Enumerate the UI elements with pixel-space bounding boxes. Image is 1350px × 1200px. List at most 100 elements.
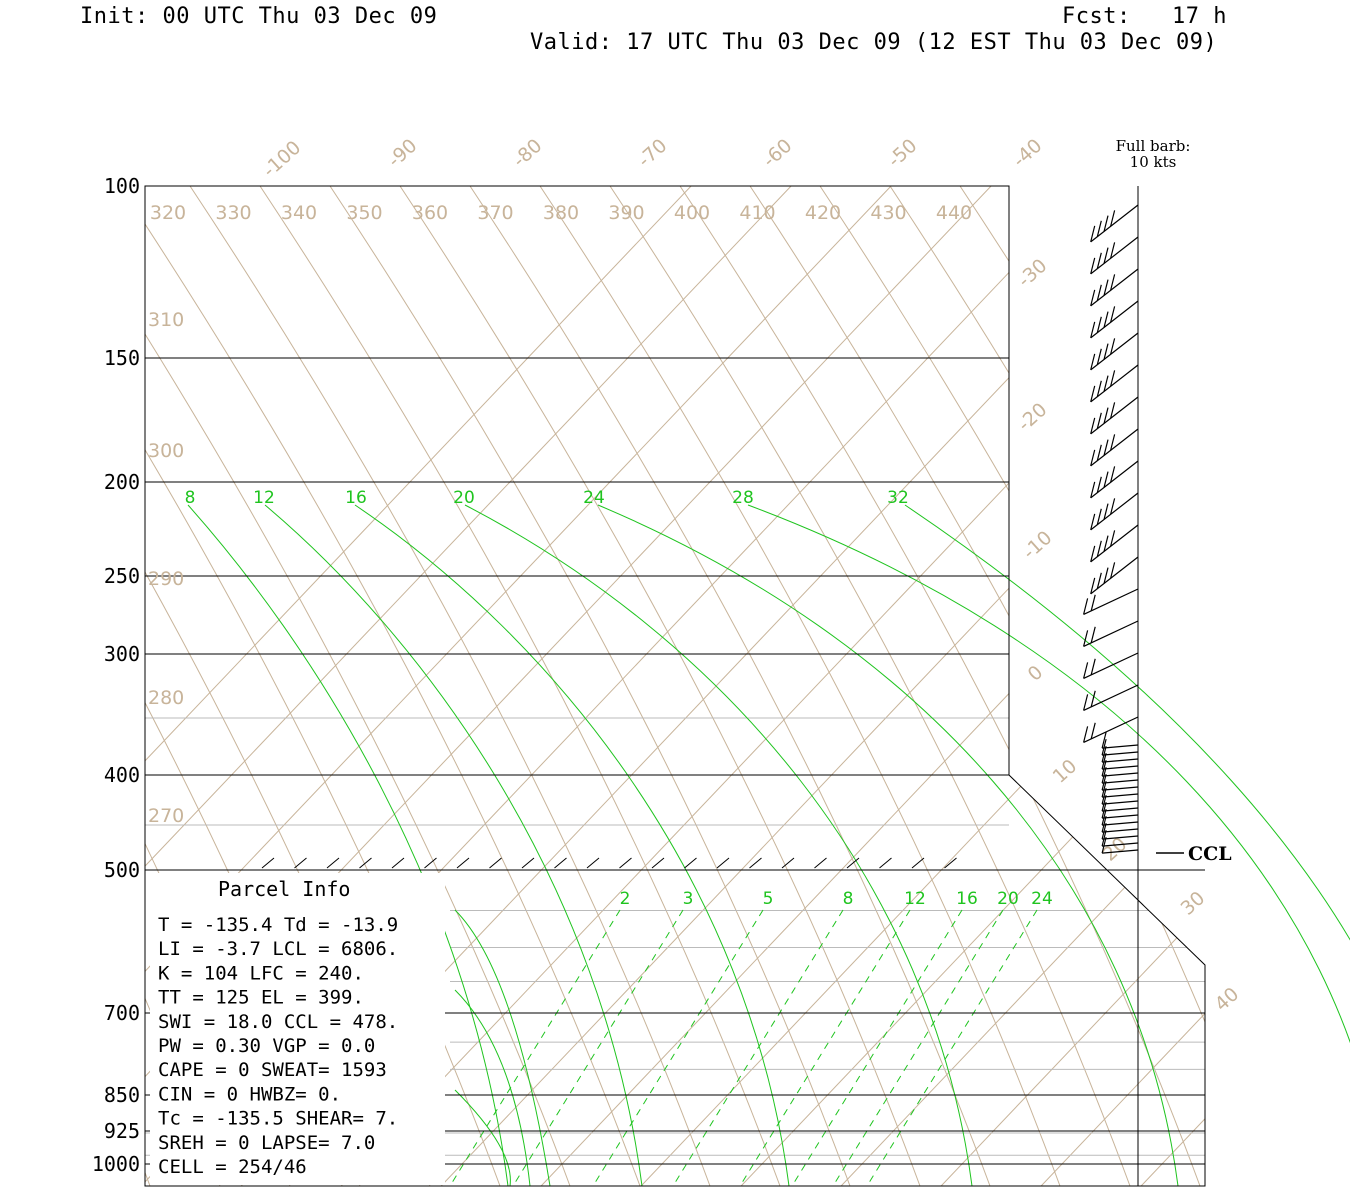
wind-barb bbox=[1083, 684, 1139, 711]
barb-feather bbox=[1101, 731, 1107, 749]
theta-label-380: 380 bbox=[543, 202, 579, 224]
barb-feather bbox=[1096, 508, 1102, 525]
pressure-label-700: 700 bbox=[104, 1001, 140, 1025]
barb-shaft bbox=[1102, 842, 1139, 847]
barb-shaft bbox=[1090, 364, 1139, 403]
barb-feather bbox=[1101, 794, 1107, 812]
barb-feather bbox=[1101, 773, 1107, 791]
dry-adiabat bbox=[959, 186, 1205, 1186]
hatch-mark bbox=[586, 857, 600, 869]
mixing-label-24: 24 bbox=[583, 488, 605, 508]
barb-feather bbox=[1083, 726, 1089, 743]
parcel-info-row: TT = 125 EL = 399. bbox=[158, 987, 364, 1009]
barb-feather bbox=[1096, 348, 1102, 365]
pressure-label-150: 150 bbox=[104, 346, 140, 370]
wind-barb bbox=[1090, 236, 1139, 275]
barb-shaft bbox=[1090, 268, 1139, 307]
barb-feather bbox=[1110, 210, 1116, 227]
mixing-ratio-line bbox=[832, 909, 1004, 1187]
barb-feather bbox=[1090, 658, 1096, 675]
barb-feather bbox=[1096, 572, 1102, 589]
dry-adiabat bbox=[749, 186, 1205, 1186]
isotherm bbox=[440, 186, 1205, 1186]
barb-feather bbox=[1101, 738, 1107, 756]
hatch-mark bbox=[619, 857, 632, 869]
moist-adiabat bbox=[264, 504, 643, 1187]
theta-label-320: 320 bbox=[150, 202, 186, 224]
mixing-ratio-line bbox=[866, 909, 1038, 1187]
mixing-label-12: 12 bbox=[253, 488, 275, 508]
hatch-mark bbox=[521, 857, 535, 869]
valid-time: Valid: 17 UTC Thu 03 Dec 09 (12 EST Thu … bbox=[530, 30, 1218, 55]
barb-feather bbox=[1103, 567, 1109, 584]
pressure-label-925: 925 bbox=[104, 1119, 140, 1143]
parcel-info-row: SREH = 0 LAPSE= 7.0 bbox=[158, 1132, 375, 1154]
barb-feather bbox=[1101, 766, 1107, 784]
barb-feather bbox=[1101, 836, 1107, 854]
barb-feather bbox=[1090, 577, 1096, 595]
wind-barb bbox=[1101, 829, 1139, 847]
parcel-info-rows: T = -135.4 Td = -13.9LI = -3.7 LCL = 680… bbox=[158, 914, 398, 1178]
temp-label-0: 0 bbox=[1024, 661, 1048, 685]
wind-barb bbox=[1090, 460, 1139, 499]
barb-feather bbox=[1110, 338, 1116, 355]
mixing-label-32: 32 bbox=[887, 488, 909, 508]
dry-adiabat bbox=[609, 186, 1131, 1186]
hatch-mark bbox=[456, 857, 470, 869]
theta-label-410: 410 bbox=[739, 202, 775, 224]
pressure-label-250: 250 bbox=[104, 564, 140, 588]
temp-label--90: -90 bbox=[384, 135, 422, 172]
wind-barb bbox=[1101, 794, 1139, 812]
barb-shaft bbox=[1083, 620, 1139, 647]
barb-feather bbox=[1090, 513, 1096, 531]
barb-feather bbox=[1090, 690, 1096, 707]
barb-shaft bbox=[1090, 300, 1139, 339]
parcel-info-row: SWI = 18.0 CCL = 478. bbox=[158, 1011, 398, 1033]
wind-barb bbox=[1083, 620, 1139, 647]
hatch-mark bbox=[651, 857, 665, 869]
temp-label--50: -50 bbox=[884, 135, 922, 172]
barb-feather bbox=[1103, 503, 1109, 520]
mixing-label-8: 8 bbox=[843, 889, 854, 909]
theta-label-440: 440 bbox=[936, 202, 972, 224]
hatch-mark bbox=[781, 857, 795, 869]
barb-feather bbox=[1090, 449, 1096, 467]
moist-adiabat bbox=[747, 504, 1350, 1044]
barb-feather bbox=[1101, 752, 1107, 770]
moist-adiabat bbox=[187, 504, 509, 1187]
barb-feather bbox=[1090, 321, 1096, 339]
hatch-mark bbox=[326, 857, 340, 869]
parcel-info-row: T = -135.4 Td = -13.9 bbox=[158, 914, 398, 936]
theta-label-420: 420 bbox=[805, 202, 841, 224]
forecast-hour: Fcst: 17 h bbox=[1062, 4, 1227, 29]
isotherm bbox=[340, 186, 1205, 1186]
wind-barb bbox=[1090, 524, 1139, 563]
barb-feather bbox=[1096, 252, 1102, 269]
wind-barb bbox=[1090, 428, 1139, 467]
wind-barb bbox=[1090, 332, 1139, 371]
wind-barb bbox=[1090, 396, 1139, 435]
barb-feather bbox=[1090, 385, 1096, 403]
pressure-label-200: 200 bbox=[104, 470, 140, 494]
mixing-label-5: 5 bbox=[763, 889, 774, 909]
parcel-info-row: LI = -3.7 LCL = 6806. bbox=[158, 938, 398, 960]
pressure-label-1000: 1000 bbox=[92, 1152, 140, 1176]
barb-feather bbox=[1103, 215, 1109, 232]
moist-adiabat bbox=[904, 504, 1350, 941]
barb-note-line2: 10 kts bbox=[1130, 153, 1177, 171]
barb-feather bbox=[1103, 247, 1109, 264]
barb-feather bbox=[1090, 353, 1096, 371]
barb-shaft bbox=[1090, 556, 1139, 595]
wind-barb bbox=[1101, 815, 1139, 833]
barb-feather bbox=[1101, 815, 1107, 833]
pressure-label-100: 100 bbox=[104, 174, 140, 198]
theta-label-430: 430 bbox=[870, 202, 906, 224]
mixing-label-20: 20 bbox=[997, 889, 1019, 909]
parcel-info-row: K = 104 LFC = 240. bbox=[158, 962, 364, 984]
barb-feather bbox=[1101, 759, 1107, 777]
parcel-info-box bbox=[150, 873, 445, 1185]
wind-barb bbox=[1101, 787, 1139, 805]
barb-shaft bbox=[1090, 428, 1139, 467]
ccl-label: CCL bbox=[1188, 843, 1232, 865]
mixing-label-16: 16 bbox=[956, 889, 978, 909]
